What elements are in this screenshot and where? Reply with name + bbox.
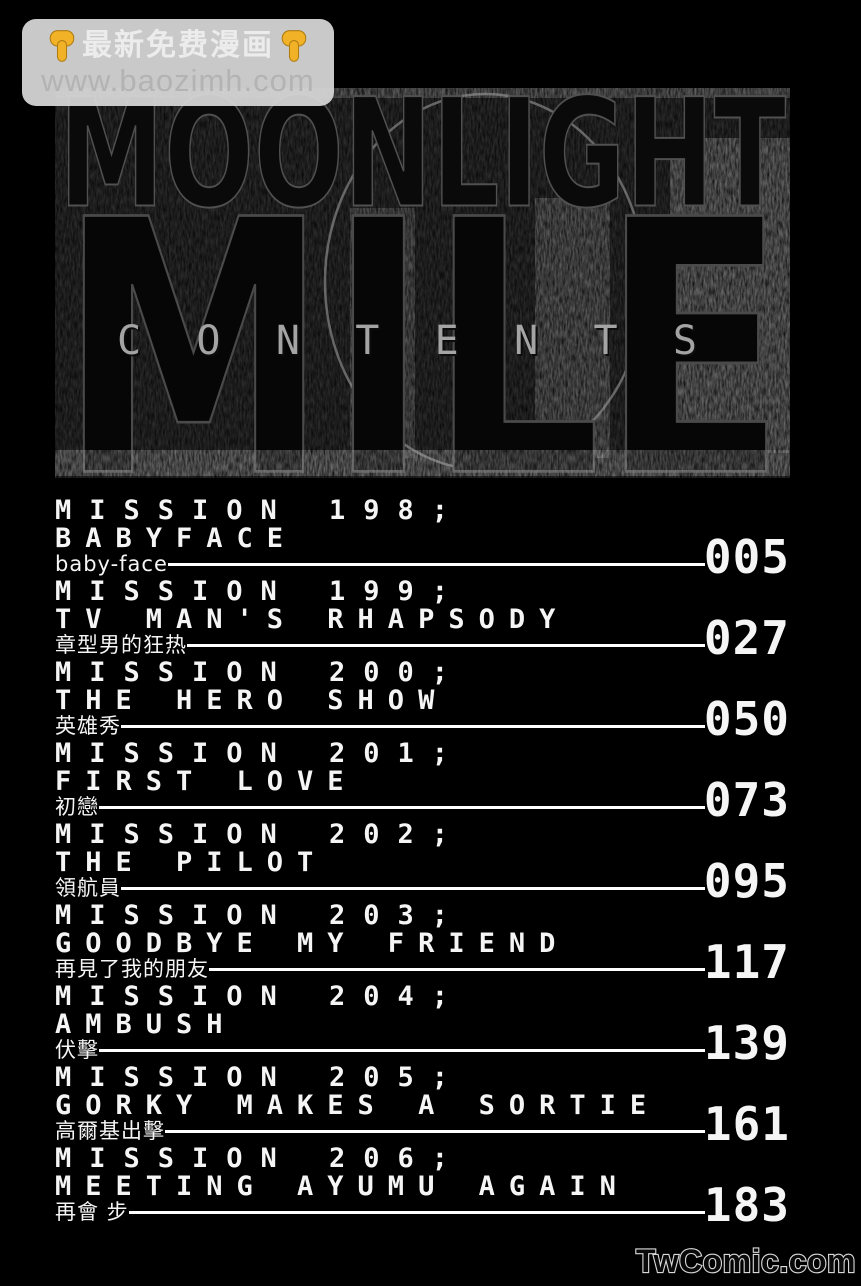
toc-list: MISSION 198; BABYFACE baby-face 005 MISS…: [55, 495, 805, 1232]
leader-line: [128, 1210, 705, 1214]
mission-number: MISSION 205;: [55, 1062, 467, 1093]
leader-line: [187, 643, 705, 647]
entry-bottom-row: 再會 步: [55, 1200, 705, 1224]
mission-subtitle: 初戀: [55, 795, 99, 819]
page-number: 139: [703, 1016, 790, 1070]
mission-title: TV MAN'S RHAPSODY: [55, 604, 570, 635]
mission-title: BABYFACE: [55, 523, 298, 554]
mission-title: GORKY MAKES A SORTIE: [55, 1090, 661, 1121]
mission-subtitle: 伏擊: [55, 1038, 99, 1062]
entry-bottom-row: 高爾基出擊: [55, 1119, 705, 1143]
mission-subtitle: 領航員: [55, 876, 121, 900]
toc-entry: MISSION 206; MEETING AYUMU AGAIN 再會 步 18…: [55, 1143, 805, 1232]
leader-line: [99, 805, 705, 809]
toc-entry: MISSION 204; AMBUSH 伏擊 139: [55, 981, 805, 1070]
toc-entry: MISSION 202; THE PILOT 領航員 095: [55, 819, 805, 908]
logo-word-moonlight: MOONLIGHT: [59, 88, 786, 242]
entry-bottom-row: 初戀: [55, 795, 705, 819]
entry-bottom-row: 英雄秀: [55, 714, 705, 738]
entry-bottom-row: 章型男的狂热: [55, 633, 705, 657]
watermark-headline-text: 最新免费漫画: [82, 28, 274, 63]
toc-entry: MISSION 200; THE HERO SHOW 英雄秀 050: [55, 657, 805, 746]
mission-title: THE HERO SHOW: [55, 685, 449, 716]
leader-line: [167, 562, 705, 566]
mission-number: MISSION 201;: [55, 738, 467, 769]
twcomic-watermark: TwComic.com: [635, 1242, 857, 1280]
page-number: 050: [703, 692, 790, 746]
moonlight-mile-logo: MOONLIGHT MILE CONTENTS CONTENTS: [55, 88, 790, 478]
watermark-headline: 最新免费漫画: [47, 28, 309, 64]
mission-number: MISSION 200;: [55, 657, 467, 688]
mission-title: THE PILOT: [55, 847, 328, 878]
toc-entry: MISSION 199; TV MAN'S RHAPSODY 章型男的狂热 02…: [55, 576, 805, 665]
mission-number: MISSION 199;: [55, 576, 467, 607]
mission-title: FIRST LOVE: [55, 766, 358, 797]
twcomic-watermark-text: TwComic.com: [636, 1243, 856, 1279]
mission-subtitle: 再會 步: [55, 1200, 129, 1224]
leader-line: [165, 1129, 705, 1133]
mission-title: GOODBYE MY FRIEND: [55, 928, 570, 959]
entry-bottom-row: baby-face: [55, 552, 705, 576]
leader-line: [209, 967, 705, 971]
mission-number: MISSION 203;: [55, 900, 467, 931]
page-number: 183: [703, 1178, 790, 1232]
mission-title: MEETING AYUMU AGAIN: [55, 1171, 630, 1202]
page-number: 095: [703, 854, 790, 908]
entry-bottom-row: 再見了我的朋友: [55, 957, 705, 981]
mission-subtitle: 高爾基出擊: [55, 1119, 165, 1143]
leader-line: [121, 886, 705, 890]
baozimh-watermark: 最新免费漫画 www.baozimh.com: [22, 19, 334, 106]
pointing-down-icon: [49, 30, 75, 62]
mission-title: AMBUSH: [55, 1009, 237, 1040]
pointing-down-icon: [281, 30, 307, 62]
mission-subtitle: 再見了我的朋友: [55, 957, 209, 981]
page-number: 027: [703, 611, 790, 665]
logo-word-mile: MILE: [59, 145, 786, 478]
mission-number: MISSION 202;: [55, 819, 467, 850]
toc-entry: MISSION 198; BABYFACE baby-face 005: [55, 495, 805, 584]
leader-line: [99, 1048, 705, 1052]
mission-number: MISSION 198;: [55, 495, 467, 526]
page-number: 005: [703, 530, 790, 584]
toc-entry: MISSION 203; GOODBYE MY FRIEND 再見了我的朋友 1…: [55, 900, 805, 989]
page-number: 161: [703, 1097, 790, 1151]
leader-line: [121, 724, 705, 728]
mission-subtitle: baby-face: [55, 552, 168, 576]
mission-number: MISSION 206;: [55, 1143, 467, 1174]
mission-subtitle: 章型男的狂热: [55, 633, 187, 657]
mission-number: MISSION 204;: [55, 981, 467, 1012]
watermark-url: www.baozimh.com: [41, 63, 315, 98]
toc-entry: MISSION 205; GORKY MAKES A SORTIE 高爾基出擊 …: [55, 1062, 805, 1151]
page-number: 117: [703, 935, 790, 989]
toc-entry: MISSION 201; FIRST LOVE 初戀 073: [55, 738, 805, 827]
entry-bottom-row: 領航員: [55, 876, 705, 900]
mission-subtitle: 英雄秀: [55, 714, 121, 738]
entry-bottom-row: 伏擊: [55, 1038, 705, 1062]
page-number: 073: [703, 773, 790, 827]
